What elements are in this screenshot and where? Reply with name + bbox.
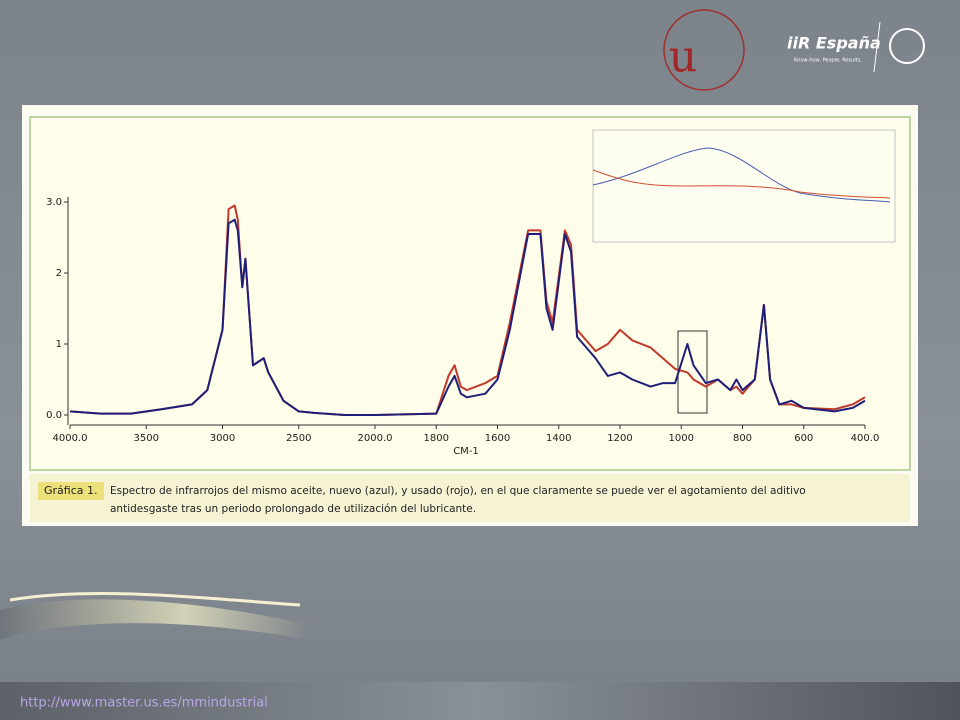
decor-swoosh (9, 592, 301, 607)
x-tick-label: 1600 (485, 433, 510, 444)
y-tick-label: 1 (56, 339, 62, 350)
x-tick-label: 3500 (134, 433, 159, 444)
logo-tagline: Know-how. People. Results. (794, 58, 862, 64)
x-tick-label: 3000 (210, 433, 235, 444)
x-tick-label: 2500 (286, 433, 311, 444)
caption-label-box (38, 482, 104, 500)
y-tick-label: 0.0 (46, 410, 62, 421)
university-logo (663, 9, 745, 91)
series-line (69, 218, 866, 416)
y-tick-label: 3.0 (46, 197, 62, 208)
x-tick-label: 1800 (424, 433, 449, 444)
x-tick-label: 800 (733, 433, 752, 444)
x-tick-label: 1200 (607, 433, 632, 444)
caption-label: Gráfica 1. (44, 484, 98, 497)
plot: 4000.0 3500 3000 2500 2000.0 1800 1600 1400 1200… (46, 197, 879, 444)
university-letter: u (669, 32, 697, 83)
x-axis-label: CM-1 (453, 446, 479, 457)
x-tick-label: 600 (794, 433, 813, 444)
y-tick-label: 2 (56, 268, 62, 279)
footer-url: http://www.master.us.es/mmindustrial (20, 696, 268, 711)
logo-divider (873, 21, 881, 73)
x-tick-label: 4000.0 (53, 433, 88, 444)
caption-text: antidesgaste tras un periodo prolongado … (110, 503, 476, 515)
caption-text: Espectro de infrarrojos del mismo aceite… (110, 485, 806, 497)
caption-band (30, 474, 910, 522)
footer-bar (0, 682, 960, 720)
logo-emblem (889, 28, 925, 64)
inset-chart (592, 129, 896, 243)
x-tick-label: 1400 (546, 433, 571, 444)
x-tick-label: 400.0 (851, 433, 880, 444)
x-tick-label: 2000.0 (358, 433, 393, 444)
x-tick-label: 1000 (669, 433, 694, 444)
decor-swoosh (0, 599, 310, 640)
logo-brand: iiR España (787, 34, 881, 53)
